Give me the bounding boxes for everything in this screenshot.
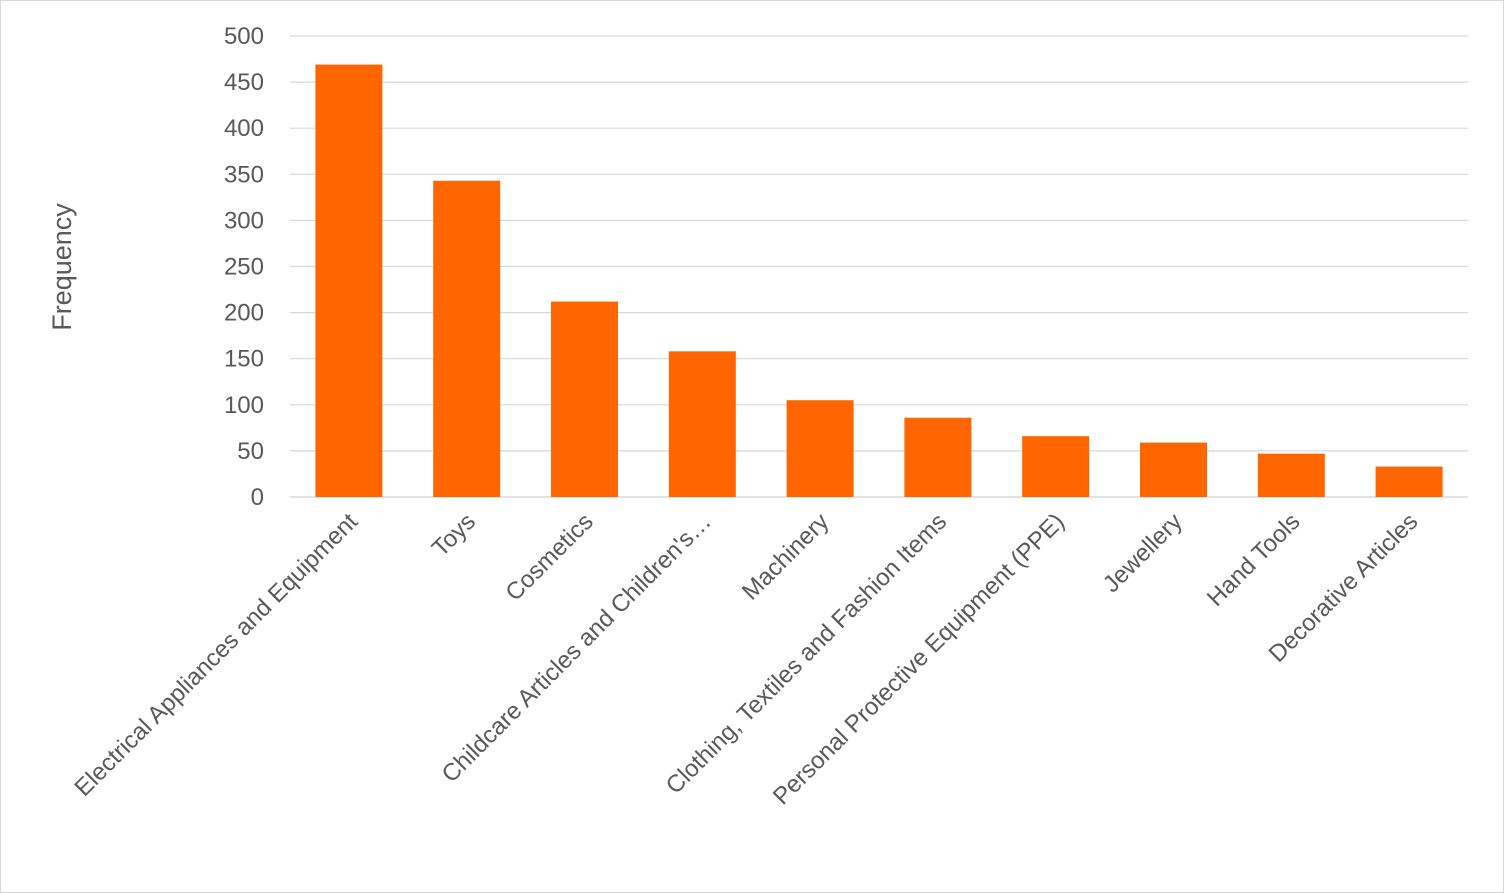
bars: [315, 64, 1443, 497]
y-tick-label: 100: [224, 392, 264, 419]
y-tick-label: 200: [224, 300, 264, 327]
x-category-label: Cosmetics: [500, 508, 598, 606]
bar: [551, 301, 618, 497]
y-tick-label: 0: [251, 484, 264, 511]
x-category-label: Jewellery: [1098, 508, 1188, 598]
bar: [433, 180, 501, 497]
bar: [1140, 442, 1207, 497]
x-category-label: Childcare Articles and Children's…: [437, 508, 717, 788]
bar: [1375, 466, 1443, 497]
y-tick-label: 250: [224, 254, 264, 281]
bar: [668, 351, 736, 497]
y-axis-ticks: 0 50 100 150 200 250 300 350 400 450 500: [224, 23, 264, 511]
bar: [1022, 436, 1090, 497]
bar: [904, 417, 972, 497]
y-tick-label: 300: [224, 207, 264, 234]
y-axis-title: Frequency: [47, 203, 77, 331]
x-category-label: Machinery: [737, 508, 834, 605]
x-category-label: Hand Tools: [1202, 508, 1306, 612]
bar: [786, 400, 854, 497]
x-category-label: Electrical Appliances and Equipment: [70, 508, 364, 802]
bar: [1257, 453, 1325, 497]
y-tick-label: 450: [224, 69, 264, 96]
bar: [315, 64, 383, 497]
y-tick-label: 400: [224, 115, 264, 142]
y-tick-label: 500: [224, 23, 264, 50]
y-tick-label: 50: [237, 438, 264, 465]
y-tick-label: 150: [224, 346, 264, 373]
x-category-label: Toys: [427, 508, 481, 562]
y-tick-label: 350: [224, 161, 264, 188]
x-axis-category-labels: Electrical Appliances and Equipment Toys C…: [70, 508, 1424, 810]
